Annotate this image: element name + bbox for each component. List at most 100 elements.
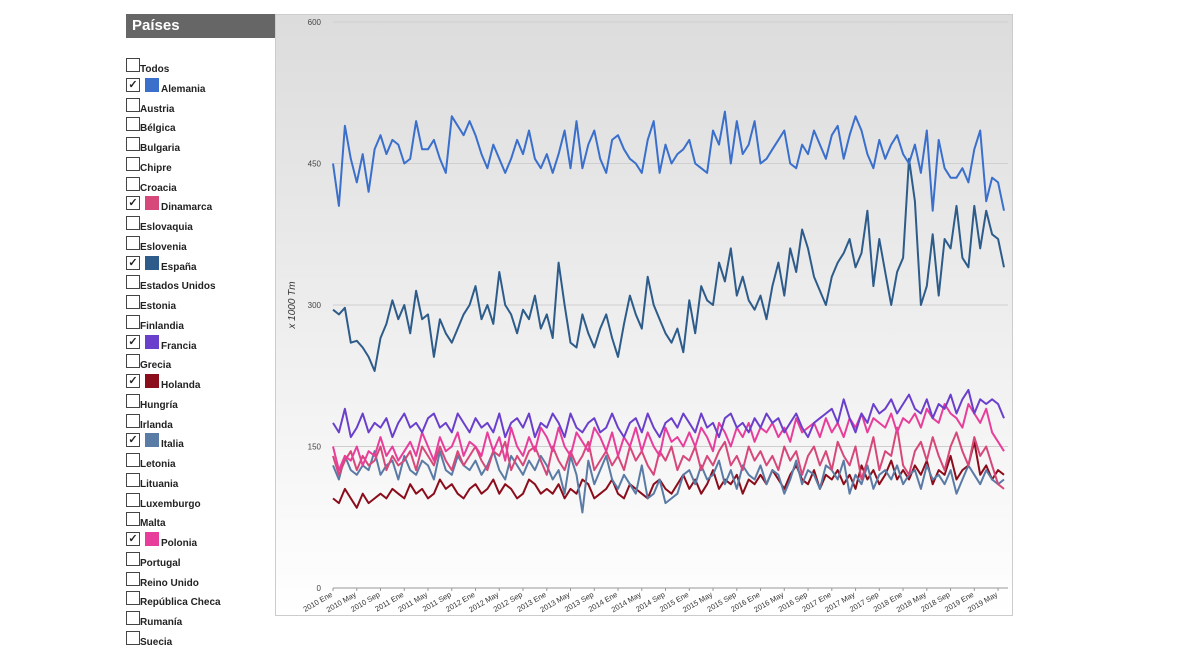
country-option[interactable]: Eslovaquia [126, 216, 275, 236]
checkbox[interactable] [126, 156, 140, 171]
series-line [332, 403, 1005, 472]
country-option[interactable]: ✓ Holanda [126, 374, 275, 394]
country-option[interactable]: Estonia [126, 295, 275, 315]
country-option[interactable]: Letonia [126, 453, 275, 473]
country-option[interactable]: ✓ Francia [126, 334, 275, 355]
series-line [332, 110, 1005, 212]
checkbox[interactable] [126, 630, 140, 645]
country-option[interactable]: Irlanda [126, 413, 275, 434]
checkbox[interactable] [126, 216, 140, 230]
legend-swatch [145, 433, 159, 448]
checkbox[interactable]: ✓ [126, 374, 140, 388]
country-label: Finlandia [140, 320, 184, 332]
checkbox[interactable] [126, 235, 140, 250]
country-option[interactable]: ✓ Dinamarca [126, 196, 275, 216]
country-label: Dinamarca [161, 202, 213, 214]
country-option[interactable]: ✓ Italia [126, 433, 275, 453]
country-option[interactable]: Luxemburgo [126, 492, 275, 513]
country-label: Lituania [140, 478, 179, 490]
country-option[interactable]: Todos [126, 58, 275, 78]
country-label: Chipre [140, 162, 172, 174]
legend-swatch [145, 77, 159, 92]
checkbox[interactable]: ✓ [126, 196, 140, 211]
country-option[interactable]: Grecia [126, 354, 275, 374]
checkbox[interactable]: ✓ [126, 334, 140, 349]
country-option[interactable]: Eslovenia [126, 235, 275, 256]
country-label: Bélgica [140, 123, 176, 135]
checkbox[interactable]: ✓ [126, 433, 140, 448]
country-label: Estados Unidos [140, 281, 216, 293]
checkbox[interactable] [126, 551, 140, 566]
checkbox[interactable] [126, 117, 140, 132]
country-label: Italia [161, 439, 184, 451]
country-option[interactable]: Bélgica [126, 117, 275, 137]
country-label: España [161, 261, 197, 273]
y-tick-label: 600 [308, 18, 322, 27]
country-option[interactable]: Suecia [126, 630, 275, 651]
country-label: Reino Unido [140, 577, 199, 589]
checkbox[interactable] [126, 137, 140, 151]
checkbox[interactable] [126, 472, 140, 487]
country-option[interactable]: Austria [126, 97, 275, 118]
country-label: Irlanda [140, 419, 173, 431]
checkbox[interactable] [126, 314, 140, 329]
country-label: Suecia [140, 636, 173, 648]
checkbox[interactable] [126, 393, 140, 408]
country-option[interactable]: Malta [126, 512, 275, 532]
checkbox[interactable] [126, 97, 140, 112]
series-line [332, 157, 1005, 372]
country-option[interactable]: Reino Unido [126, 571, 275, 592]
country-label: Estonia [140, 301, 177, 312]
country-option[interactable]: Hungría [126, 393, 275, 414]
country-option[interactable]: Finlandia [126, 314, 275, 335]
country-option[interactable]: ✓ España [126, 255, 275, 276]
country-option[interactable]: ✓ Alemania [126, 77, 275, 98]
series-line [332, 426, 1005, 490]
checkbox[interactable] [126, 58, 140, 72]
country-option[interactable]: Chipre [126, 156, 275, 177]
country-label: Hungría [140, 399, 178, 411]
country-label: Luxemburgo [140, 498, 201, 510]
checkbox[interactable] [126, 354, 140, 369]
checkbox[interactable]: ✓ [126, 532, 140, 546]
country-label: Todos [140, 64, 170, 75]
checkbox[interactable] [126, 295, 140, 309]
country-label: Polonia [161, 538, 198, 549]
checkbox[interactable] [126, 453, 140, 467]
country-option[interactable]: Portugal [126, 551, 275, 572]
country-label: Croacia [140, 182, 177, 194]
country-option[interactable]: República Checa [126, 591, 275, 611]
country-option[interactable]: Lituania [126, 472, 275, 493]
sidebar-title: Países [126, 14, 275, 38]
checkbox[interactable] [126, 512, 140, 527]
country-label: Letonia [140, 459, 176, 470]
checkbox[interactable] [126, 591, 140, 606]
checkbox[interactable] [126, 176, 140, 191]
country-label: Francia [161, 340, 197, 352]
checkbox[interactable] [126, 611, 140, 625]
country-option[interactable]: ✓ Polonia [126, 532, 275, 552]
country-label: Malta [140, 518, 166, 530]
country-option[interactable]: Rumanía [126, 611, 275, 631]
series-line [332, 440, 1005, 509]
country-label: Alemania [161, 83, 206, 95]
country-option[interactable]: Croacia [126, 176, 275, 197]
checkbox[interactable] [126, 492, 140, 507]
country-label: Austria [140, 103, 175, 115]
country-option[interactable]: Bulgaria [126, 137, 275, 157]
legend-swatch [145, 196, 159, 211]
country-label: Bulgaria [140, 143, 181, 154]
legend-swatch [145, 532, 159, 546]
y-tick-label: 0 [317, 584, 322, 593]
country-label: Grecia [140, 360, 172, 372]
y-tick-label: 150 [308, 443, 322, 452]
country-option[interactable]: Estados Unidos [126, 275, 275, 295]
checkbox[interactable] [126, 275, 140, 290]
country-label: Portugal [140, 557, 181, 569]
checkbox[interactable] [126, 413, 140, 428]
checkbox[interactable]: ✓ [126, 77, 140, 92]
checkbox[interactable] [126, 571, 140, 586]
checkbox[interactable]: ✓ [126, 255, 140, 270]
series-line [332, 450, 1005, 514]
